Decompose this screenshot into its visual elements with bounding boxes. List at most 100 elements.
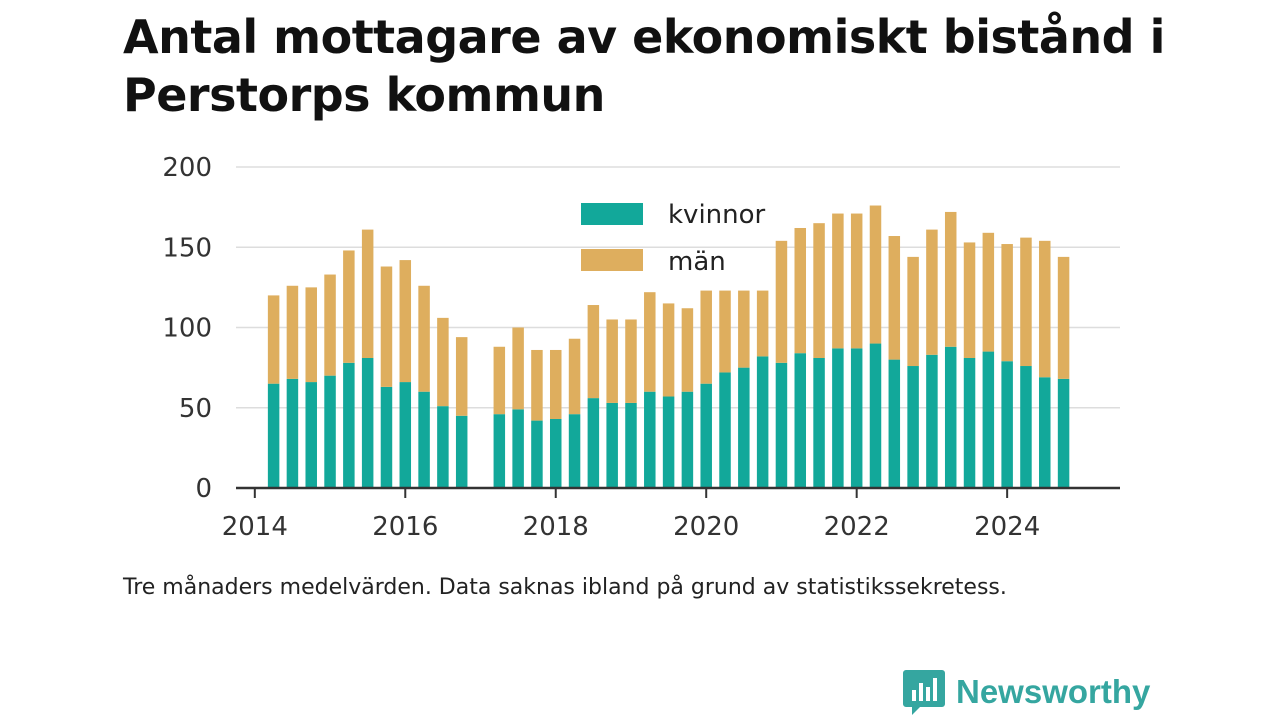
x-tick-label: 2022 (824, 512, 890, 542)
bar-kvinnor (662, 396, 675, 488)
x-tick-label: 2014 (222, 512, 288, 542)
x-tick-label: 2018 (523, 512, 589, 542)
chart-note: Tre månaders medelvärden. Data saknas ib… (123, 575, 1007, 600)
bar-kvinnor (700, 383, 712, 488)
bar-man (832, 213, 844, 349)
bar-kvinnor (286, 378, 299, 488)
bar-kvinnor (625, 402, 637, 488)
bar-man (700, 290, 712, 384)
bar-man (644, 292, 656, 392)
bar-kvinnor (644, 391, 656, 488)
bar-kvinnor (380, 386, 393, 488)
bar-kvinnor (305, 382, 317, 488)
bar-kvinnor (606, 402, 618, 488)
y-tick-label: 100 (162, 314, 212, 344)
bar-man (455, 337, 468, 416)
bar-man (944, 211, 957, 347)
bar-kvinnor (267, 383, 280, 488)
bar-kvinnor (869, 343, 882, 488)
bar-man (775, 240, 788, 363)
bar-kvinnor (343, 362, 355, 488)
bar-man (888, 236, 901, 360)
bar-man (587, 305, 600, 399)
bar-kvinnor (531, 420, 543, 488)
bar-man (361, 229, 374, 358)
chart-title: Antal mottagare av ekonomiskt bistånd i … (123, 10, 1165, 122)
bar-kvinnor (1020, 366, 1032, 488)
bar-kvinnor (1001, 361, 1013, 488)
bars (267, 205, 1070, 488)
bar-man (267, 295, 280, 384)
x-tick-label: 2016 (372, 512, 438, 542)
bar-kvinnor (813, 357, 825, 488)
bar-kvinnor (719, 372, 731, 488)
bar-man (399, 260, 412, 383)
bar-kvinnor (361, 357, 374, 488)
bar-man (286, 285, 299, 379)
bar-man (982, 232, 995, 352)
bar-kvinnor (549, 418, 562, 488)
x-tick-label: 2020 (673, 512, 739, 542)
bar-kvinnor (944, 346, 957, 488)
bar-man (437, 317, 449, 407)
bar-man (343, 250, 355, 363)
bar-man (1039, 240, 1051, 378)
bar-man (907, 256, 919, 367)
legend-swatch-kvinnor (581, 203, 643, 225)
legend-swatch-man (581, 249, 643, 271)
legend-label-man: män (668, 247, 726, 277)
legend: kvinnor män (581, 200, 766, 277)
bar-man (794, 227, 807, 354)
bar-man (756, 290, 769, 357)
bar-man (719, 290, 731, 373)
bar-man (681, 308, 694, 392)
bar-man (512, 327, 524, 410)
bar-kvinnor (907, 366, 919, 488)
bar-man (850, 213, 863, 349)
axes: 0 50 100 150 200 2014 2016 2018 2020 2022 2024 (162, 153, 1120, 542)
bar-man (324, 274, 336, 376)
bar-kvinnor (794, 353, 807, 488)
bar-kvinnor (399, 382, 412, 488)
bar-kvinnor (587, 398, 600, 488)
x-tick-label: 2024 (974, 512, 1040, 542)
bar-man (1020, 237, 1032, 367)
brand-name: Newsworthy (956, 673, 1151, 710)
y-tick-label: 0 (195, 474, 212, 504)
bar-chart-bubble-icon (903, 670, 945, 715)
bar-kvinnor (775, 362, 788, 488)
bar-man (813, 223, 825, 358)
bar-kvinnor (926, 354, 938, 488)
bar-man (606, 319, 618, 403)
brand-logo[interactable]: Newsworthy (902, 668, 1150, 716)
bar-man (926, 229, 938, 355)
bar-kvinnor (1057, 378, 1070, 488)
bar-man (305, 287, 317, 383)
y-tick-label: 50 (179, 394, 212, 424)
bar-kvinnor (1039, 377, 1051, 488)
bar-man (1057, 256, 1070, 379)
bar-man (625, 319, 637, 403)
bar-kvinnor (756, 356, 769, 488)
bar-kvinnor (455, 415, 468, 488)
bar-man (531, 349, 543, 421)
bar-kvinnor (568, 414, 581, 488)
bar-man (738, 290, 750, 368)
bar-kvinnor (982, 351, 995, 488)
bar-kvinnor (963, 357, 976, 488)
bar-kvinnor (512, 409, 524, 488)
bar-kvinnor (681, 391, 694, 488)
bar-man (380, 266, 393, 387)
y-tick-label: 200 (162, 153, 212, 183)
bar-man (662, 303, 675, 397)
y-tick-label: 150 (162, 233, 212, 263)
bar-kvinnor (493, 414, 506, 488)
bar-kvinnor (832, 348, 844, 488)
bar-kvinnor (850, 348, 863, 488)
bar-kvinnor (324, 375, 336, 488)
bar-man (418, 285, 430, 392)
bar-man (549, 349, 562, 419)
bar-man (1001, 244, 1013, 362)
bar-kvinnor (418, 391, 430, 488)
